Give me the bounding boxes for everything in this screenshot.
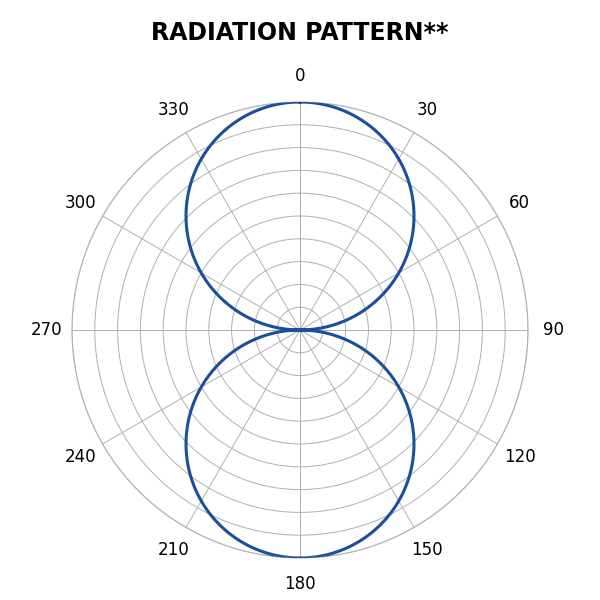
Text: RADIATION PATTERN**: RADIATION PATTERN**	[151, 21, 449, 45]
